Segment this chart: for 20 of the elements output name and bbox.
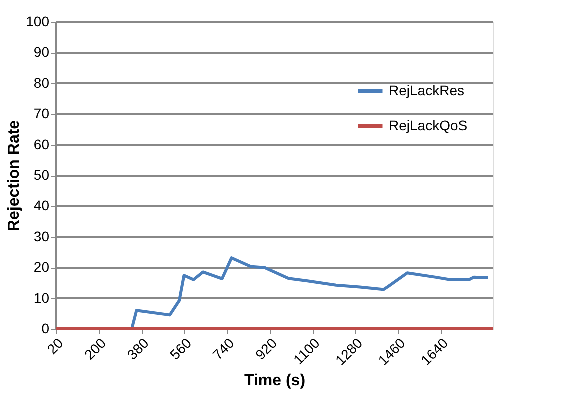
x-tick-label: 920	[252, 334, 280, 363]
y-tick-label: 10	[34, 290, 50, 306]
x-axis-title: Time (s)	[244, 372, 306, 390]
x-tick-label: 740	[210, 334, 238, 363]
y-tick-label: 70	[34, 106, 50, 122]
y-tick-label: 60	[34, 136, 50, 152]
legend-label: RejLackRes	[389, 82, 464, 98]
x-tick-label: 380	[124, 334, 152, 363]
y-tick-label: 40	[34, 198, 50, 214]
y-axis-title: Rejection Rate	[6, 120, 24, 232]
x-tick-label: 200	[81, 334, 110, 363]
y-tick-label: 90	[34, 44, 50, 60]
legend-label: RejLackQoS	[389, 118, 468, 134]
y-tick-label: 20	[34, 259, 50, 276]
x-tick-label: 560	[166, 334, 195, 363]
y-tick-label: 100	[26, 14, 50, 30]
y-tick-label: 30	[34, 228, 50, 244]
y-tick-label: 50	[34, 167, 50, 183]
y-tick-label: 0	[42, 320, 50, 336]
y-tick-label: 80	[34, 74, 50, 91]
